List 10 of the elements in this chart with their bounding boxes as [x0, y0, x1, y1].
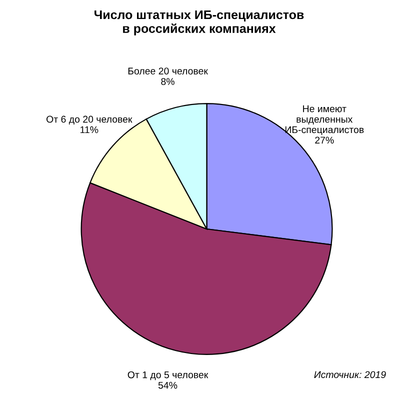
- text: Источник: 2019: [314, 371, 386, 378]
- slice-label: От 6 до 20 человек: [46, 116, 132, 125]
- slice-label: Более 20 человек: [128, 68, 208, 74]
- slice-label: Не имеют выделенных ИБ-специалистов: [285, 105, 364, 135]
- data-label: 54%: [158, 382, 178, 389]
- data-label: 11%: [80, 126, 98, 134]
- data-label: 8%: [161, 78, 174, 85]
- slice-label: От 1 до 5 человек: [128, 371, 208, 380]
- chart-title: Число штатных ИБ-специалистов в российских компаниях: [94, 10, 304, 36]
- data-label: 27%: [315, 136, 334, 144]
